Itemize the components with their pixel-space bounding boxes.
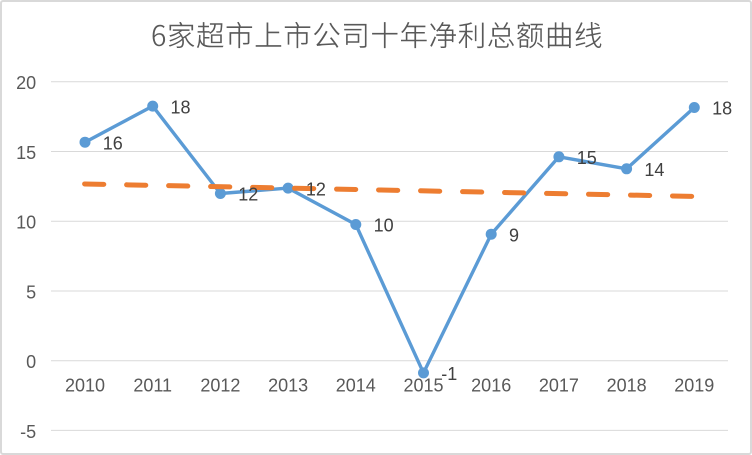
svg-text:15: 15 (16, 143, 36, 163)
svg-text:12: 12 (238, 185, 258, 205)
svg-text:18: 18 (712, 99, 732, 119)
svg-text:10: 10 (374, 216, 394, 236)
svg-text:10: 10 (16, 213, 36, 233)
svg-text:5: 5 (26, 282, 36, 302)
svg-text:0: 0 (26, 352, 36, 372)
svg-text:2015: 2015 (403, 375, 443, 395)
svg-text:2019: 2019 (674, 375, 714, 395)
svg-text:18: 18 (171, 97, 191, 117)
svg-text:2011: 2011 (133, 375, 172, 395)
svg-text:16: 16 (103, 133, 123, 153)
svg-text:12: 12 (306, 179, 326, 199)
svg-text:-5: -5 (20, 422, 36, 442)
svg-text:2018: 2018 (607, 375, 647, 395)
svg-text:-1: -1 (441, 364, 457, 384)
svg-text:14: 14 (644, 160, 664, 180)
svg-text:2013: 2013 (268, 375, 308, 395)
svg-text:9: 9 (509, 225, 519, 245)
svg-text:2012: 2012 (200, 375, 240, 395)
svg-text:15: 15 (577, 148, 597, 168)
svg-text:2016: 2016 (471, 375, 511, 395)
svg-text:20: 20 (16, 73, 36, 93)
svg-text:2014: 2014 (336, 375, 376, 395)
svg-text:2010: 2010 (65, 375, 105, 395)
svg-text:2017: 2017 (539, 375, 579, 395)
